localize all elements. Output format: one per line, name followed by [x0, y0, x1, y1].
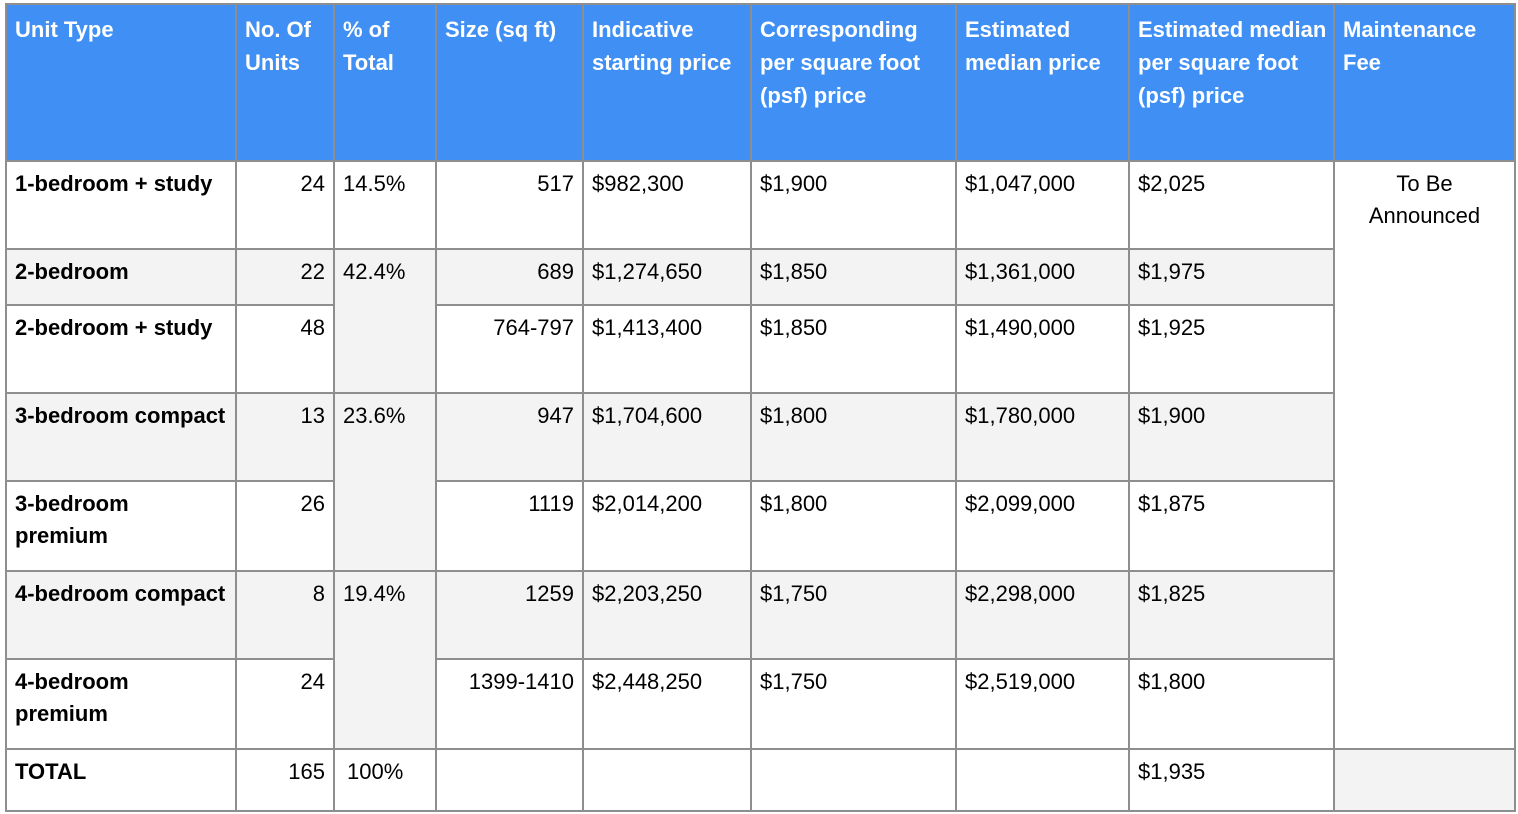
table-row: 3-bedroom compact 13 23.6% 947 $1,704,60… [5, 392, 1515, 572]
corresponding-psf-cell: $1,750 [750, 570, 957, 660]
header-unit-type: Unit Type [5, 3, 237, 162]
pricing-table: Unit Type No. Of Units % of Total Size (… [5, 3, 1516, 812]
total-row: TOTAL 165 100% $1,935 [5, 748, 1516, 812]
units-cell: 26 [235, 480, 335, 572]
est-median-price-cell: $2,099,000 [955, 480, 1130, 572]
indicative-price-cell: $2,448,250 [582, 658, 752, 750]
size-cell: 689 [435, 248, 584, 306]
size-cell: 1119 [435, 480, 584, 572]
est-median-price-cell: $1,490,000 [955, 304, 1130, 394]
units-cell: 48 [235, 304, 335, 394]
header-pct-total: % of Total [333, 3, 437, 162]
pct-cell: 42.4% [333, 248, 437, 394]
corresponding-psf-cell: $1,850 [750, 304, 957, 394]
table-row: 4-bedroom compact 8 19.4% 1259 $2,203,25… [5, 570, 1515, 750]
size-cell: 764-797 [435, 304, 584, 394]
total-indicative-blank [582, 748, 752, 812]
unit-type-cell: 4-bedroom compact [5, 570, 237, 660]
table-row: 4-bedroom premium 24 1399-1410 $2,448,25… [5, 658, 1515, 750]
size-cell: 947 [435, 392, 584, 482]
est-median-price-cell: $2,519,000 [955, 658, 1130, 750]
units-cell: 24 [235, 658, 335, 750]
total-size-blank [435, 748, 584, 812]
est-median-psf-cell: $1,800 [1128, 658, 1335, 750]
total-corresponding-blank [750, 748, 957, 812]
corresponding-psf-cell: $1,800 [750, 392, 957, 482]
total-median-price-blank [955, 748, 1130, 812]
unit-type-cell: 1-bedroom + study [5, 160, 237, 250]
est-median-psf-cell: $1,825 [1128, 570, 1335, 660]
units-cell: 22 [235, 248, 335, 306]
indicative-price-cell: $1,704,600 [582, 392, 752, 482]
header-size: Size (sq ft) [435, 3, 584, 162]
est-median-price-cell: $1,047,000 [955, 160, 1130, 250]
header-no-of-units: No. Of Units [235, 3, 335, 162]
table-row: 2-bedroom 22 42.4% 689 $1,274,650 $1,850… [5, 248, 1515, 394]
total-fee-blank [1333, 748, 1516, 812]
pct-cell: 19.4% [333, 570, 437, 750]
est-median-price-cell: $2,298,000 [955, 570, 1130, 660]
indicative-price-cell: $982,300 [582, 160, 752, 250]
header-est-median-psf: Estimated median per square foot (psf) p… [1128, 3, 1335, 162]
indicative-price-cell: $2,203,250 [582, 570, 752, 660]
est-median-psf-cell: $1,875 [1128, 480, 1335, 572]
total-label: TOTAL [5, 748, 237, 812]
size-cell: 1399-1410 [435, 658, 584, 750]
pct-cell: 23.6% [333, 392, 437, 572]
unit-type-cell: 3-bedroom compact [5, 392, 237, 482]
est-median-price-cell: $1,361,000 [955, 248, 1130, 306]
header-indicative-price: Indicative starting price [582, 3, 752, 162]
header-row: Unit Type No. Of Units % of Total Size (… [5, 3, 1516, 162]
indicative-price-cell: $1,413,400 [582, 304, 752, 394]
total-pct: 100% [333, 748, 437, 812]
corresponding-psf-cell: $1,850 [750, 248, 957, 306]
est-median-psf-cell: $2,025 [1128, 160, 1335, 250]
corresponding-psf-cell: $1,800 [750, 480, 957, 572]
corresponding-psf-cell: $1,900 [750, 160, 957, 250]
indicative-price-cell: $1,274,650 [582, 248, 752, 306]
pct-cell: 14.5% [333, 160, 437, 250]
est-median-psf-cell: $1,900 [1128, 392, 1335, 482]
units-cell: 8 [235, 570, 335, 660]
est-median-psf-cell: $1,925 [1128, 304, 1335, 394]
unit-type-cell: 2-bedroom + study [5, 304, 237, 394]
total-units: 165 [235, 748, 335, 812]
corresponding-psf-cell: $1,750 [750, 658, 957, 750]
size-cell: 517 [435, 160, 584, 250]
unit-type-cell: 4-bedroom premium [5, 658, 237, 750]
table-row: 3-bedroom premium 26 1119 $2,014,200 $1,… [5, 480, 1515, 572]
total-median-psf: $1,935 [1128, 748, 1335, 812]
table-row: 1-bedroom + study 24 14.5% 517 $982,300 … [5, 160, 1516, 750]
est-median-price-cell: $1,780,000 [955, 392, 1130, 482]
table-row: 2-bedroom + study 48 764-797 $1,413,400 … [5, 304, 1515, 394]
est-median-psf-cell: $1,975 [1128, 248, 1335, 306]
size-cell: 1259 [435, 570, 584, 660]
header-corresponding-psf: Corresponding per square foot (psf) pric… [750, 3, 957, 162]
unit-type-cell: 2-bedroom [5, 248, 237, 306]
maintenance-fee-cell: To Be Announced [1333, 160, 1516, 750]
header-est-median-price: Estimated median price [955, 3, 1130, 162]
header-maintenance-fee: Maintenance Fee [1333, 3, 1516, 162]
units-cell: 24 [235, 160, 335, 250]
units-cell: 13 [235, 392, 335, 482]
indicative-price-cell: $2,014,200 [582, 480, 752, 572]
unit-type-cell: 3-bedroom premium [5, 480, 237, 572]
